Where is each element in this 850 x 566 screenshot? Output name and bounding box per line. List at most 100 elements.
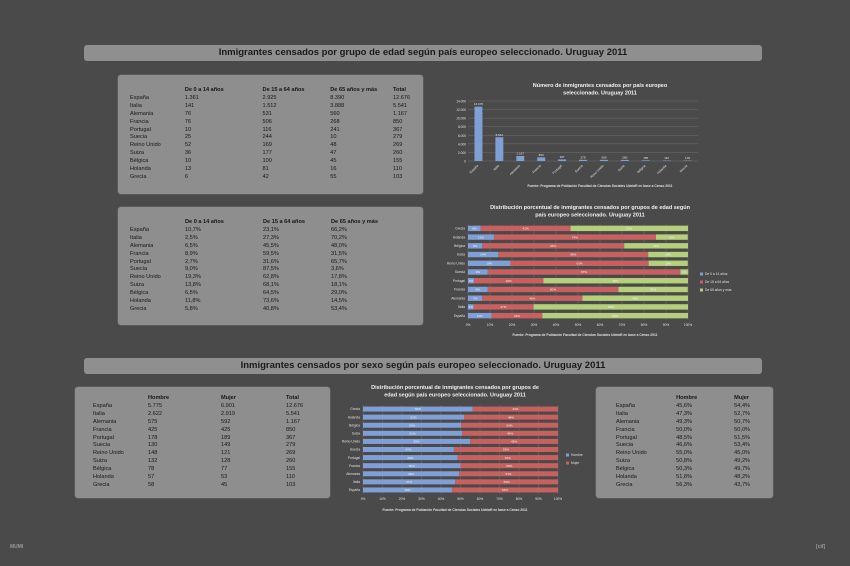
- value-cell: 47,3%: [676, 410, 692, 417]
- data-label: 41%: [523, 227, 529, 231]
- bar-segment: [472, 406, 558, 412]
- country-cell: Reino Unido: [616, 450, 647, 457]
- legend-swatch: [566, 453, 569, 457]
- value-cell: 50,7%: [734, 418, 751, 425]
- x-tick-label: 90%: [535, 497, 542, 501]
- country-cell: Portugal: [130, 258, 151, 265]
- bar-segment: [473, 304, 534, 310]
- value-cell: 5.775: [148, 402, 162, 409]
- x-tick-label: 30%: [531, 323, 538, 327]
- value-cell: 29,0%: [331, 290, 347, 297]
- value-cell: 177: [262, 150, 272, 157]
- data-label: 15%: [669, 235, 675, 239]
- y-tick-label: Portugal: [348, 456, 361, 460]
- bar-segment: [468, 278, 474, 284]
- y-tick-label: España: [454, 314, 465, 318]
- table-row: Bélgica 78 77 155: [93, 465, 326, 473]
- bar-segment: [468, 286, 488, 293]
- y-tick-label: Grecia: [350, 407, 360, 411]
- x-tick-label: 50%: [457, 497, 464, 501]
- value-cell: 73,6%: [263, 297, 279, 304]
- data-label: 5.541: [496, 133, 504, 137]
- column-header: De 65 años y más: [330, 86, 378, 93]
- data-label: 87%: [581, 270, 587, 274]
- data-label: 68%: [570, 253, 576, 257]
- column-header: Mujer: [221, 394, 236, 401]
- x-tick-label: Holanda: [656, 164, 667, 175]
- table-header-row: De 0 a 14 años De 15 a 64 años De 65 años …: [130, 217, 401, 226]
- sex-absolute-table: Hombre Mujer Total España 5.775 6.901 12.676 It…: [93, 393, 326, 489]
- value-cell: 425: [148, 426, 158, 433]
- country-cell: España: [130, 94, 149, 101]
- value-cell: 45: [221, 481, 228, 488]
- value-cell: 45,5%: [263, 242, 279, 249]
- data-label: 32%: [650, 288, 656, 292]
- data-label: 14%: [480, 253, 486, 257]
- value-cell: 6,5%: [185, 290, 198, 297]
- bar-segment: [542, 312, 688, 319]
- country-cell: Francia: [616, 426, 635, 433]
- value-cell: 10: [184, 126, 192, 133]
- value-cell: 100: [262, 158, 272, 165]
- bar-segment: [491, 312, 543, 319]
- value-cell: 6: [184, 173, 188, 180]
- value-cell: 46,6%: [676, 442, 692, 449]
- y-tick-label: Reino Unido: [447, 261, 465, 265]
- bar-segment: [363, 406, 473, 412]
- y-tick-label: 6.000: [458, 134, 466, 138]
- value-cell: 132: [148, 458, 158, 465]
- data-label: 53%: [503, 448, 509, 452]
- data-label: 74%: [572, 235, 578, 239]
- value-cell: 18,1%: [331, 282, 347, 289]
- data-label: 54%: [502, 488, 508, 492]
- mumi-logo: MUMI: [10, 544, 24, 550]
- data-label: 47%: [405, 448, 411, 452]
- bar-segment: [510, 260, 649, 266]
- data-label: 7%: [473, 296, 478, 300]
- table-row: Suecia 25 244 10 279: [130, 133, 423, 141]
- column-header: De 0 a 14 años: [184, 86, 224, 93]
- value-cell: 367: [286, 434, 296, 441]
- legend-label: De 0 a 14 años: [705, 272, 728, 276]
- bar-segment: [363, 422, 462, 428]
- value-cell: 52,7%: [734, 410, 751, 417]
- y-tick-label: Suecia: [350, 448, 360, 452]
- x-tick-label: 60%: [597, 323, 604, 327]
- table-row: Portugal 48,5% 51,5%: [616, 434, 773, 442]
- country-cell: Holanda: [130, 165, 151, 172]
- value-cell: 42: [262, 173, 269, 180]
- value-cell: 425: [221, 426, 231, 433]
- value-cell: 62,8%: [263, 274, 279, 281]
- y-tick-label: España: [349, 488, 360, 492]
- bar: [579, 159, 587, 161]
- value-cell: 14,5%: [331, 297, 347, 304]
- data-label: 6%: [472, 227, 477, 231]
- chart-title: Número de inmigrantes censados por país …: [533, 83, 668, 89]
- table-row: Reino Unido 55,0% 45,0%: [616, 449, 773, 457]
- table-row: Francia 50,0% 50,0%: [616, 426, 773, 434]
- x-tick-label: 80%: [641, 323, 648, 327]
- value-cell: 13,8%: [185, 282, 201, 289]
- bar-segment: [363, 479, 456, 485]
- value-cell: 560: [330, 110, 340, 117]
- table-row: Suecia 46,6% 53,4%: [616, 441, 773, 449]
- x-tick-label: Bélgica: [636, 164, 646, 174]
- value-cell: 48,0%: [331, 242, 347, 249]
- legend-swatch: [700, 288, 703, 292]
- y-tick-label: 10.000: [456, 117, 466, 121]
- x-tick-label: Alemania: [509, 164, 521, 176]
- data-label: 56%: [415, 407, 421, 411]
- table-row: Suiza 13,8% 68,1% 18,1%: [130, 281, 401, 289]
- value-cell: 241: [330, 126, 340, 133]
- value-cell: 189: [221, 434, 231, 441]
- data-label: 51%: [410, 432, 416, 436]
- value-cell: 178: [148, 434, 158, 441]
- bar-segment: [493, 234, 656, 240]
- country-cell: Suiza: [130, 282, 144, 289]
- value-cell: 260: [286, 458, 296, 465]
- bar-segment: [655, 234, 688, 240]
- table-row: Suiza 132 128 260: [93, 457, 326, 465]
- table-row: Suecia 9,0% 87,5% 3,6%: [130, 265, 401, 273]
- country-cell: Italia: [130, 234, 142, 241]
- data-label: 50%: [409, 423, 415, 427]
